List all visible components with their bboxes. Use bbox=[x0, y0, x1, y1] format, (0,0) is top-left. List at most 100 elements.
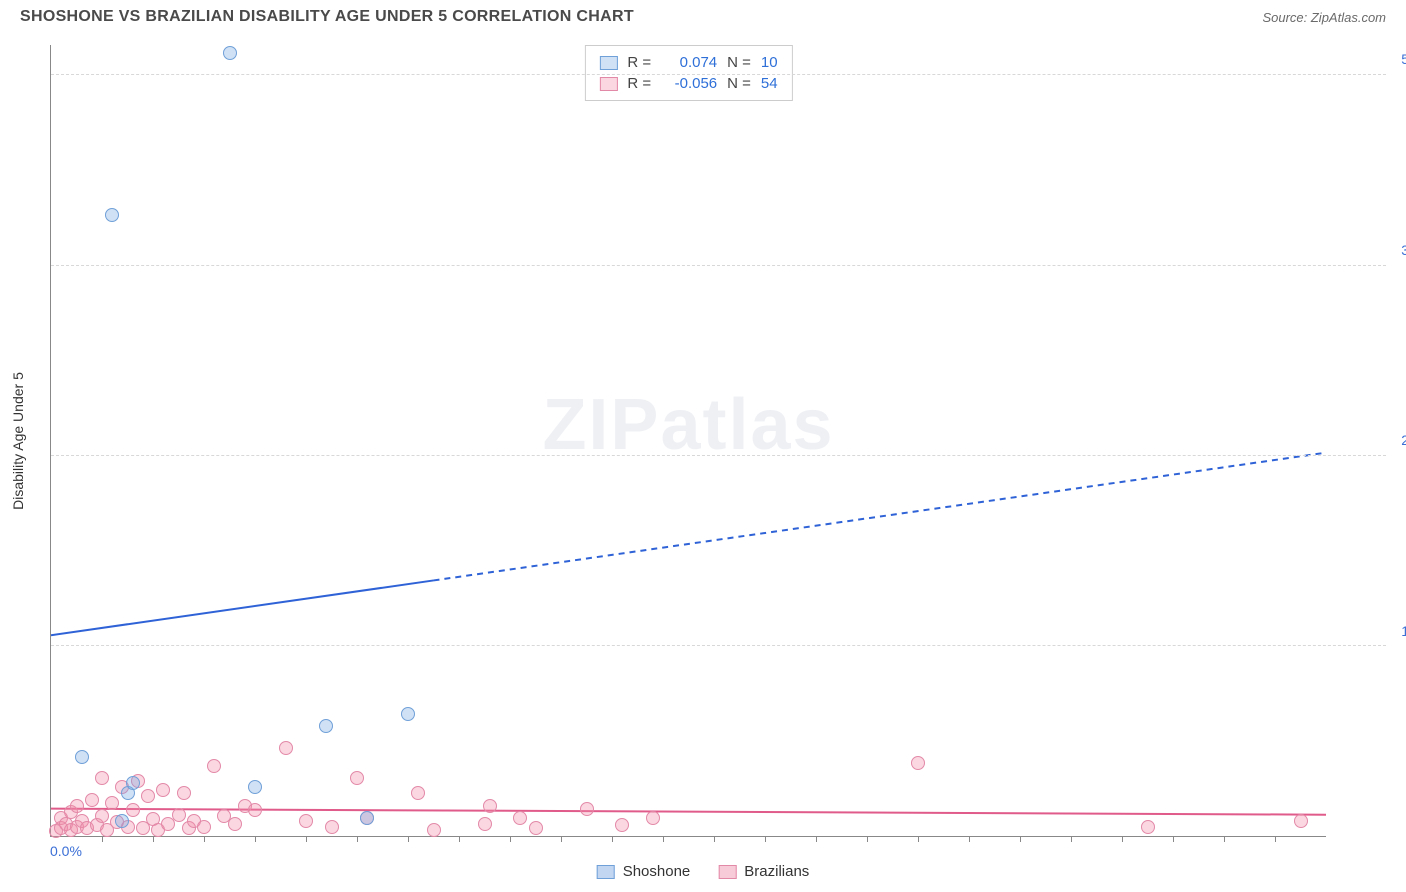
data-point bbox=[85, 793, 99, 807]
n-label: N = bbox=[727, 75, 751, 92]
data-point bbox=[75, 750, 89, 764]
data-point bbox=[95, 771, 109, 785]
n-value: 10 bbox=[761, 54, 778, 71]
legend-item: Shoshone bbox=[597, 863, 691, 880]
y-tick-label: 12.5% bbox=[1401, 623, 1406, 639]
data-point bbox=[483, 799, 497, 813]
data-point bbox=[299, 814, 313, 828]
r-value: 0.074 bbox=[661, 54, 717, 71]
y-tick-label: 25.0% bbox=[1401, 432, 1406, 448]
data-point bbox=[401, 707, 415, 721]
legend-swatch bbox=[718, 865, 736, 879]
x-minor-tick bbox=[1224, 836, 1225, 842]
r-label: R = bbox=[627, 75, 651, 92]
gridline bbox=[51, 455, 1386, 456]
legend-label: Shoshone bbox=[623, 863, 691, 880]
legend-row: R = 0.074 N = 10 bbox=[599, 52, 777, 73]
data-point bbox=[115, 814, 129, 828]
x-minor-tick bbox=[357, 836, 358, 842]
data-point bbox=[350, 771, 364, 785]
x-minor-tick bbox=[1071, 836, 1072, 842]
legend-swatch bbox=[599, 56, 617, 70]
data-point bbox=[197, 820, 211, 834]
data-point bbox=[513, 811, 527, 825]
x-minor-tick bbox=[459, 836, 460, 842]
data-point bbox=[105, 208, 119, 222]
x-minor-tick bbox=[969, 836, 970, 842]
x-minor-tick bbox=[510, 836, 511, 842]
data-point bbox=[1294, 814, 1308, 828]
legend-swatch bbox=[597, 865, 615, 879]
x-minor-tick bbox=[1275, 836, 1276, 842]
gridline bbox=[51, 74, 1386, 75]
data-point bbox=[325, 820, 339, 834]
x-minor-tick bbox=[816, 836, 817, 842]
r-label: R = bbox=[627, 54, 651, 71]
data-point bbox=[615, 818, 629, 832]
data-point bbox=[223, 46, 237, 60]
data-point bbox=[70, 799, 84, 813]
data-point bbox=[105, 796, 119, 810]
trend-lines bbox=[51, 45, 1326, 836]
data-point bbox=[529, 821, 543, 835]
x-minor-tick bbox=[714, 836, 715, 842]
data-point bbox=[411, 786, 425, 800]
n-label: N = bbox=[727, 54, 751, 71]
x-minor-tick bbox=[612, 836, 613, 842]
data-point bbox=[207, 759, 221, 773]
legend-swatch bbox=[599, 77, 617, 91]
data-point bbox=[319, 719, 333, 733]
watermark: ZIPatlas bbox=[542, 384, 834, 466]
x-minor-tick bbox=[408, 836, 409, 842]
data-point bbox=[141, 789, 155, 803]
data-point bbox=[248, 780, 262, 794]
gridline bbox=[51, 265, 1386, 266]
data-point bbox=[1141, 820, 1155, 834]
x-minor-tick bbox=[1173, 836, 1174, 842]
data-point bbox=[172, 808, 186, 822]
y-tick-label: 50.0% bbox=[1401, 51, 1406, 67]
data-point bbox=[360, 811, 374, 825]
legend-label: Brazilians bbox=[744, 863, 809, 880]
x-minor-tick bbox=[867, 836, 868, 842]
data-point bbox=[156, 783, 170, 797]
data-point bbox=[228, 817, 242, 831]
x-minor-tick bbox=[1020, 836, 1021, 842]
source-attribution: Source: ZipAtlas.com bbox=[1262, 10, 1386, 25]
gridline bbox=[51, 645, 1386, 646]
data-point bbox=[427, 823, 441, 837]
data-point bbox=[580, 802, 594, 816]
r-value: -0.056 bbox=[661, 75, 717, 92]
x-minor-tick bbox=[1122, 836, 1123, 842]
data-point bbox=[248, 803, 262, 817]
plot-region: ZIPatlas R = 0.074 N = 10 R = -0.056 N = 54 bbox=[50, 45, 1326, 837]
x-minor-tick bbox=[102, 836, 103, 842]
legend-item: Brazilians bbox=[718, 863, 809, 880]
chart-header: SHOSHONE VS BRAZILIAN DISABILITY AGE UND… bbox=[0, 0, 1406, 30]
x-minor-tick bbox=[204, 836, 205, 842]
correlation-legend: R = 0.074 N = 10 R = -0.056 N = 54 bbox=[584, 45, 792, 101]
x-minor-tick bbox=[153, 836, 154, 842]
data-point bbox=[177, 786, 191, 800]
x-minor-tick bbox=[765, 836, 766, 842]
chart-title: SHOSHONE VS BRAZILIAN DISABILITY AGE UND… bbox=[20, 8, 634, 26]
y-axis-label: Disability Age Under 5 bbox=[10, 372, 26, 510]
series-legend: Shoshone Brazilians bbox=[597, 863, 810, 880]
y-tick-label: 37.5% bbox=[1401, 242, 1406, 258]
x-minor-tick bbox=[561, 836, 562, 842]
x-minor-tick bbox=[306, 836, 307, 842]
chart-area: Disability Age Under 5 ZIPatlas R =0.074… bbox=[50, 45, 1386, 837]
data-point bbox=[478, 817, 492, 831]
x-minor-tick bbox=[918, 836, 919, 842]
x-minor-tick bbox=[663, 836, 664, 842]
data-point bbox=[279, 741, 293, 755]
data-point bbox=[95, 809, 109, 823]
data-point bbox=[126, 776, 140, 790]
x-minor-tick bbox=[255, 836, 256, 842]
n-value: 54 bbox=[761, 75, 778, 92]
x-axis-min-label: 0.0% bbox=[50, 843, 82, 859]
data-point bbox=[911, 756, 925, 770]
data-point bbox=[126, 803, 140, 817]
data-point bbox=[646, 811, 660, 825]
legend-row: R = -0.056 N = 54 bbox=[599, 73, 777, 94]
